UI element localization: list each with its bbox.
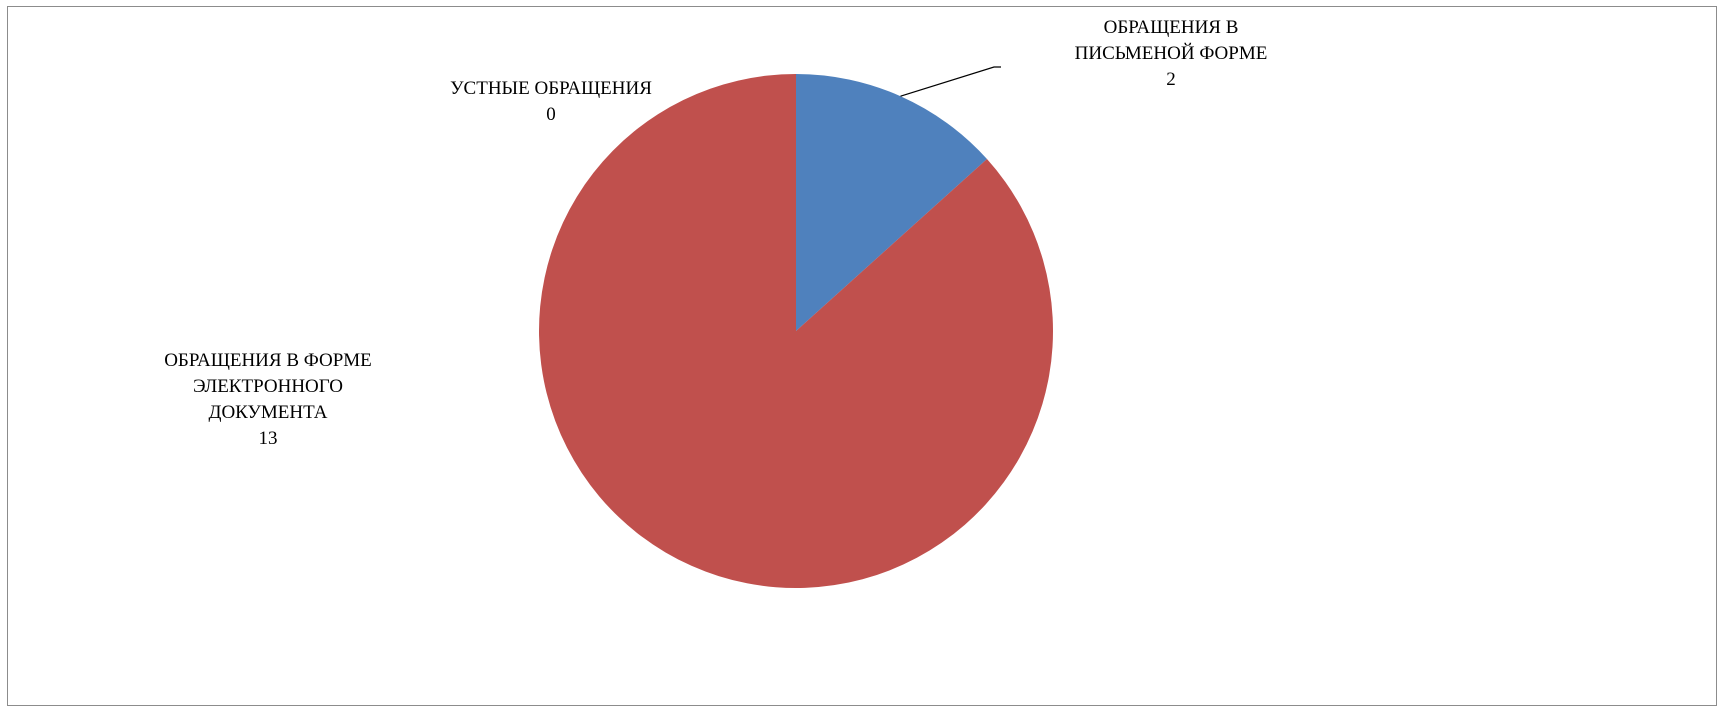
data-label-electronic-value: 13	[258, 428, 278, 449]
data-label-electronic-line-2: ЭЛЕКТРОННОГО	[192, 376, 344, 397]
data-label-oral-line-1: УСТНЫЕ ОБРАЩЕНИЯ	[450, 78, 652, 99]
leader-line-written	[900, 66, 1001, 97]
data-label-written-line-2: ПИСЬМЕНОЙ ФОРМЕ	[1074, 43, 1268, 64]
leader-lines	[900, 66, 1001, 97]
data-label-oral-value: 0	[546, 104, 556, 125]
data-label-written: ОБРАЩЕНИЯ В ПИСЬМЕНОЙ ФОРМЕ 2	[1051, 15, 1291, 93]
pie-slice-1	[539, 74, 1053, 588]
chart-area: ОБРАЩЕНИЯ В ПИСЬМЕНОЙ ФОРМЕ 2 ОБРАЩЕНИЯ …	[7, 6, 1717, 706]
data-label-oral: УСТНЫЕ ОБРАЩЕНИЯ 0	[421, 76, 681, 128]
pie-chart	[539, 66, 1053, 588]
pie-slice-0	[796, 74, 987, 331]
data-label-electronic-line-1: ОБРАЩЕНИЯ В ФОРМЕ	[164, 350, 372, 371]
data-label-electronic: ОБРАЩЕНИЯ В ФОРМЕ ЭЛЕКТРОННОГО ДОКУМЕНТА…	[128, 348, 408, 452]
data-label-written-line-1: ОБРАЩЕНИЯ В	[1103, 17, 1239, 38]
data-label-written-value: 2	[1166, 69, 1176, 90]
data-label-electronic-line-3: ДОКУМЕНТА	[208, 402, 328, 423]
pie-slices	[539, 74, 1053, 588]
